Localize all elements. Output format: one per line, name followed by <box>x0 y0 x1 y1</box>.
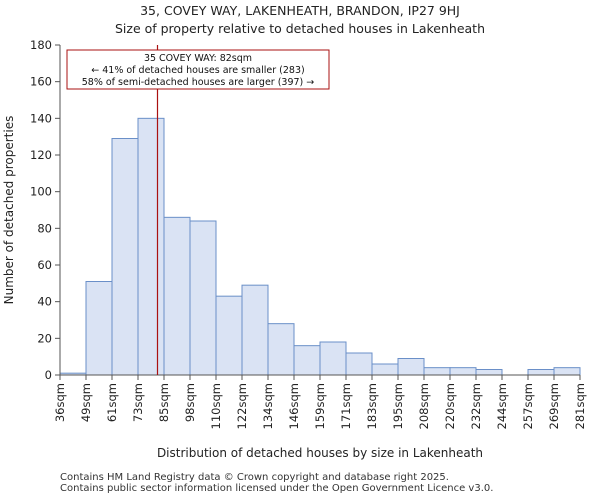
histogram-bar <box>215 295 243 376</box>
y-tick-label: 120 <box>30 148 52 162</box>
y-tick-label: 20 <box>37 331 52 345</box>
y-tick-label: 0 <box>45 368 52 382</box>
histogram-bar <box>345 352 373 376</box>
y-tick-label: 180 <box>30 38 52 52</box>
annotation-line-3: 58% of semi-detached houses are larger (… <box>82 77 315 88</box>
histogram-bar <box>267 323 295 376</box>
histogram-bar <box>85 281 113 376</box>
x-tick-label: 208sqm <box>417 383 431 429</box>
x-tick-label: 232sqm <box>469 383 483 429</box>
x-tick-label: 36sqm <box>53 383 67 422</box>
chart-title-block: 35, COVEY WAY, LAKENHEATH, BRANDON, IP27… <box>0 2 600 38</box>
x-tick-label: 134sqm <box>261 383 275 429</box>
x-axis-label: Distribution of detached houses by size … <box>157 446 483 460</box>
histogram-bar <box>423 367 451 376</box>
x-tick-label: 257sqm <box>521 383 535 429</box>
attribution-line-2: Contains public sector information licen… <box>60 483 494 494</box>
histogram-bar <box>319 341 347 376</box>
histogram-bar <box>189 220 217 376</box>
y-tick-label: 40 <box>37 295 52 309</box>
x-tick-label: 73sqm <box>131 383 145 422</box>
chart-subtitle: Size of property relative to detached ho… <box>114 21 486 36</box>
x-tick-label: 183sqm <box>365 383 379 429</box>
y-tick-label: 80 <box>37 221 52 235</box>
x-tick-label: 49sqm <box>79 383 93 422</box>
histogram-chart: 0 20 40 60 80 100 120 140 160 180 36sqm 49sqm 61sqm… <box>2 38 587 460</box>
x-tick-label: 171sqm <box>339 383 353 429</box>
y-tick-label: 160 <box>30 75 52 89</box>
x-tick-label: 85sqm <box>157 383 171 422</box>
x-tick-label: 61sqm <box>105 383 119 422</box>
x-axis-ticks: 36sqm 49sqm 61sqm 73sqm 85sqm 98sqm 110sqm 122s… <box>53 375 587 429</box>
histogram-bar <box>475 369 503 376</box>
attribution-footer: Contains HM Land Registry data © Crown c… <box>60 472 493 494</box>
histogram-bar <box>163 216 191 376</box>
x-tick-label: 98sqm <box>183 383 197 422</box>
histogram-bar <box>293 345 321 376</box>
y-axis-label: Number of detached properties <box>2 116 16 305</box>
annotation-border <box>66 49 330 90</box>
y-tick-label: 140 <box>30 111 52 125</box>
x-tick-label: 244sqm <box>495 383 509 429</box>
x-tick-label: 269sqm <box>547 383 561 429</box>
histogram-bar <box>449 367 477 376</box>
x-tick-label: 281sqm <box>573 383 587 429</box>
y-tick-label: 100 <box>30 185 52 199</box>
annotation-line-1: 35 COVEY WAY: 82sqm <box>144 53 252 64</box>
histogram-bar <box>397 358 425 376</box>
histogram-bar <box>137 117 165 376</box>
x-tick-label: 220sqm <box>443 383 457 429</box>
x-tick-label: 110sqm <box>209 383 223 429</box>
chart-title: 35, COVEY WAY, LAKENHEATH, BRANDON, IP27… <box>140 3 460 18</box>
histogram-bar <box>553 367 581 376</box>
histogram-bar <box>111 138 139 376</box>
attribution-line-1: Contains HM Land Registry data © Crown c… <box>60 472 449 483</box>
histogram-bar <box>371 363 399 376</box>
x-tick-label: 195sqm <box>391 383 405 429</box>
annotation-line-2: ← 41% of detached houses are smaller (28… <box>91 65 304 76</box>
histogram-bar <box>241 284 269 376</box>
histogram-bars <box>59 117 581 376</box>
x-tick-label: 159sqm <box>313 383 327 429</box>
x-tick-label: 146sqm <box>287 383 301 429</box>
y-axis-ticks: 0 20 40 60 80 100 120 140 160 180 <box>30 38 60 382</box>
histogram-bar <box>527 369 555 376</box>
y-tick-label: 60 <box>37 258 52 272</box>
x-tick-label: 122sqm <box>235 383 249 429</box>
annotation-box: 35 COVEY WAY: 82sqm ← 41% of detached ho… <box>66 49 330 90</box>
